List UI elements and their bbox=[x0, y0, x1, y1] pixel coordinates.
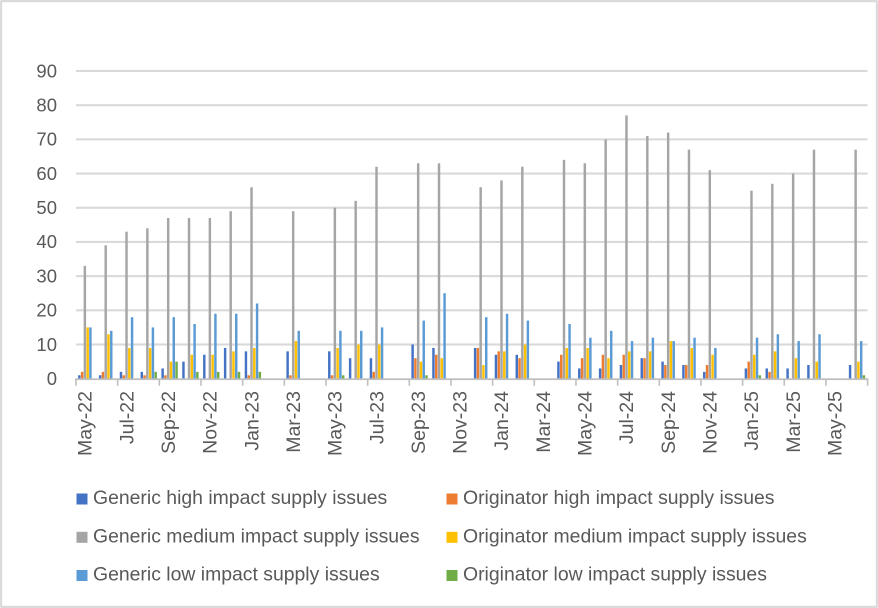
svg-text:Sep-22: Sep-22 bbox=[158, 391, 180, 454]
svg-text:Jul-22: Jul-22 bbox=[116, 391, 138, 444]
svg-text:Jan-23: Jan-23 bbox=[241, 391, 263, 451]
svg-text:0: 0 bbox=[47, 368, 57, 389]
svg-text:Nov-23: Nov-23 bbox=[450, 391, 472, 454]
svg-text:Mar-24: Mar-24 bbox=[533, 391, 555, 453]
svg-text:Originator low impact supply i: Originator low impact supply issues bbox=[463, 564, 767, 586]
svg-text:Jul-23: Jul-23 bbox=[366, 391, 388, 444]
svg-text:Originator high impact supply: Originator high impact supply issues bbox=[463, 487, 774, 509]
svg-text:20: 20 bbox=[36, 300, 57, 321]
svg-text:Sep-23: Sep-23 bbox=[408, 391, 430, 454]
svg-text:Jul-24: Jul-24 bbox=[616, 391, 638, 444]
svg-text:Mar-25: Mar-25 bbox=[783, 391, 805, 453]
svg-text:40: 40 bbox=[36, 231, 57, 252]
svg-text:Generic low impact supply issu: Generic low impact supply issues bbox=[93, 564, 380, 586]
svg-text:Originator medium impact suppl: Originator medium impact supply issues bbox=[463, 525, 807, 547]
svg-text:Nov-22: Nov-22 bbox=[200, 391, 222, 454]
svg-text:Generic high impact supply iss: Generic high impact supply issues bbox=[93, 487, 387, 509]
svg-text:90: 90 bbox=[36, 60, 57, 81]
svg-text:30: 30 bbox=[36, 265, 57, 286]
svg-text:Sep-24: Sep-24 bbox=[658, 391, 680, 454]
svg-text:May-23: May-23 bbox=[325, 391, 347, 456]
svg-text:Generic medium impact supply i: Generic medium impact supply issues bbox=[93, 525, 420, 547]
svg-text:Jan-24: Jan-24 bbox=[491, 391, 513, 451]
svg-text:70: 70 bbox=[36, 129, 57, 150]
svg-text:May-22: May-22 bbox=[75, 391, 97, 456]
svg-text:May-24: May-24 bbox=[575, 391, 597, 456]
svg-text:60: 60 bbox=[36, 163, 57, 184]
svg-text:Mar-23: Mar-23 bbox=[283, 391, 305, 453]
svg-text:Jan-25: Jan-25 bbox=[741, 391, 763, 451]
svg-text:80: 80 bbox=[36, 95, 57, 116]
svg-text:10: 10 bbox=[36, 334, 57, 355]
svg-text:May-25: May-25 bbox=[825, 391, 847, 456]
svg-text:Nov-24: Nov-24 bbox=[700, 391, 722, 454]
svg-text:50: 50 bbox=[36, 197, 57, 218]
